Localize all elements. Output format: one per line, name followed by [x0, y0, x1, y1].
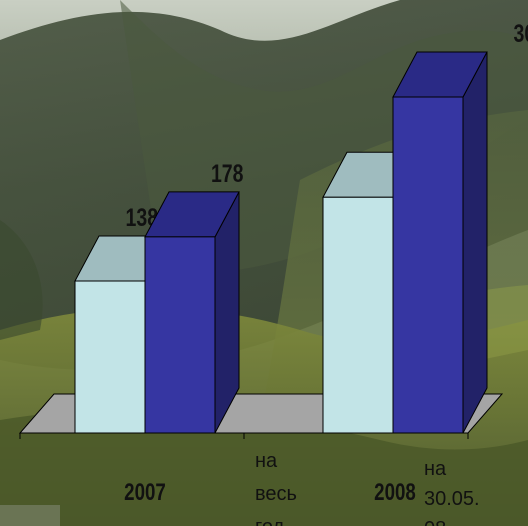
category-note-line: на	[255, 450, 278, 472]
bars-group: 138178214305	[74, 20, 528, 434]
bar	[322, 196, 394, 434]
bar-value-label: 305	[514, 20, 528, 48]
category-note-line: на	[424, 458, 447, 480]
labels-group: 2007 2008 на весь год на 30.05. 08	[124, 450, 479, 526]
category-label: 2007	[124, 479, 166, 506]
bar	[74, 280, 146, 434]
category-label: 2008	[374, 479, 416, 506]
bar	[144, 236, 216, 434]
bar	[392, 96, 464, 434]
category-note-line: 30.05.	[424, 488, 480, 510]
category-note-line: весь	[255, 483, 297, 505]
category-note-line: 08	[424, 518, 446, 526]
bar-value-label: 178	[211, 160, 244, 188]
category-note-line: год	[255, 516, 285, 526]
bar-side-face	[462, 51, 488, 434]
